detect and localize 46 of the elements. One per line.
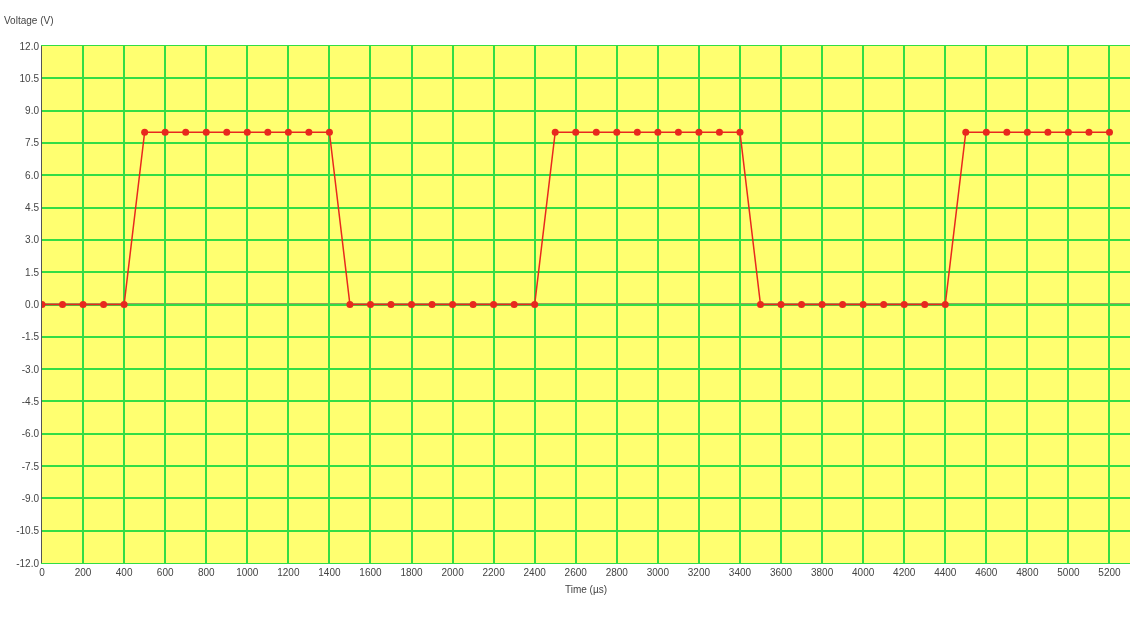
x-tick-label: 2400 xyxy=(523,567,547,578)
x-tick-label: 3600 xyxy=(769,567,793,578)
y-tick-label: -12.0 xyxy=(16,557,40,569)
x-tick-label: 1800 xyxy=(400,567,424,578)
y-tick-label: 3.0 xyxy=(25,234,40,246)
x-tick-label: 1000 xyxy=(236,567,259,578)
x-tick-label: 600 xyxy=(156,567,174,578)
x-tick-label: 1600 xyxy=(359,567,383,578)
y-axis-title: Voltage (V) xyxy=(4,15,54,26)
y-tick-label: -4.5 xyxy=(21,395,40,407)
y-tick-label: 12.0 xyxy=(19,40,40,52)
x-tick-label: 4600 xyxy=(975,567,998,578)
y-tick-label: 9.0 xyxy=(25,105,40,117)
x-tick-label: 4400 xyxy=(934,567,957,578)
x-tick-label: 3400 xyxy=(728,567,752,578)
x-tick-label: 4200 xyxy=(893,567,916,578)
x-tick-label: 800 xyxy=(197,567,216,578)
y-tick-label: 6.0 xyxy=(25,169,40,181)
x-tick-label: 2800 xyxy=(605,567,629,578)
x-tick-label: 4800 xyxy=(1016,567,1039,578)
y-tick-label: 0.0 xyxy=(25,299,40,310)
x-tick-label: 200 xyxy=(74,567,92,578)
x-tick-label: 2000 xyxy=(441,567,465,578)
y-tick-label: -10.5 xyxy=(16,525,40,537)
x-tick-label: 5200 xyxy=(1098,567,1122,578)
x-tick-label: 2200 xyxy=(482,567,506,578)
y-tick-label: 7.5 xyxy=(25,137,40,149)
x-tick-label: 1200 xyxy=(277,567,300,578)
x-tick-label: 5000 xyxy=(1057,567,1080,578)
x-axis-title: Time (µs) xyxy=(564,583,608,595)
y-tick-label: -1.5 xyxy=(21,331,40,343)
y-tick-label: 1.5 xyxy=(25,266,40,278)
x-tick-label: 3200 xyxy=(687,567,711,578)
x-tick-label: 0 xyxy=(39,567,46,578)
x-tick-label: 4000 xyxy=(852,567,875,578)
y-tick-label: -6.0 xyxy=(21,428,40,440)
y-tick-label: -9.0 xyxy=(21,492,40,504)
y-tick-label: 4.5 xyxy=(25,202,40,214)
x-tick-label: 3800 xyxy=(810,567,834,578)
x-tick-label: 3000 xyxy=(646,567,670,578)
y-tick-label: -7.5 xyxy=(21,460,40,472)
x-tick-label: 2600 xyxy=(564,567,588,578)
x-tick-label: 400 xyxy=(115,567,133,578)
x-tick-label: 1400 xyxy=(318,567,341,578)
y-tick-label: 10.5 xyxy=(19,72,40,84)
y-tick-label: -3.0 xyxy=(21,363,40,375)
